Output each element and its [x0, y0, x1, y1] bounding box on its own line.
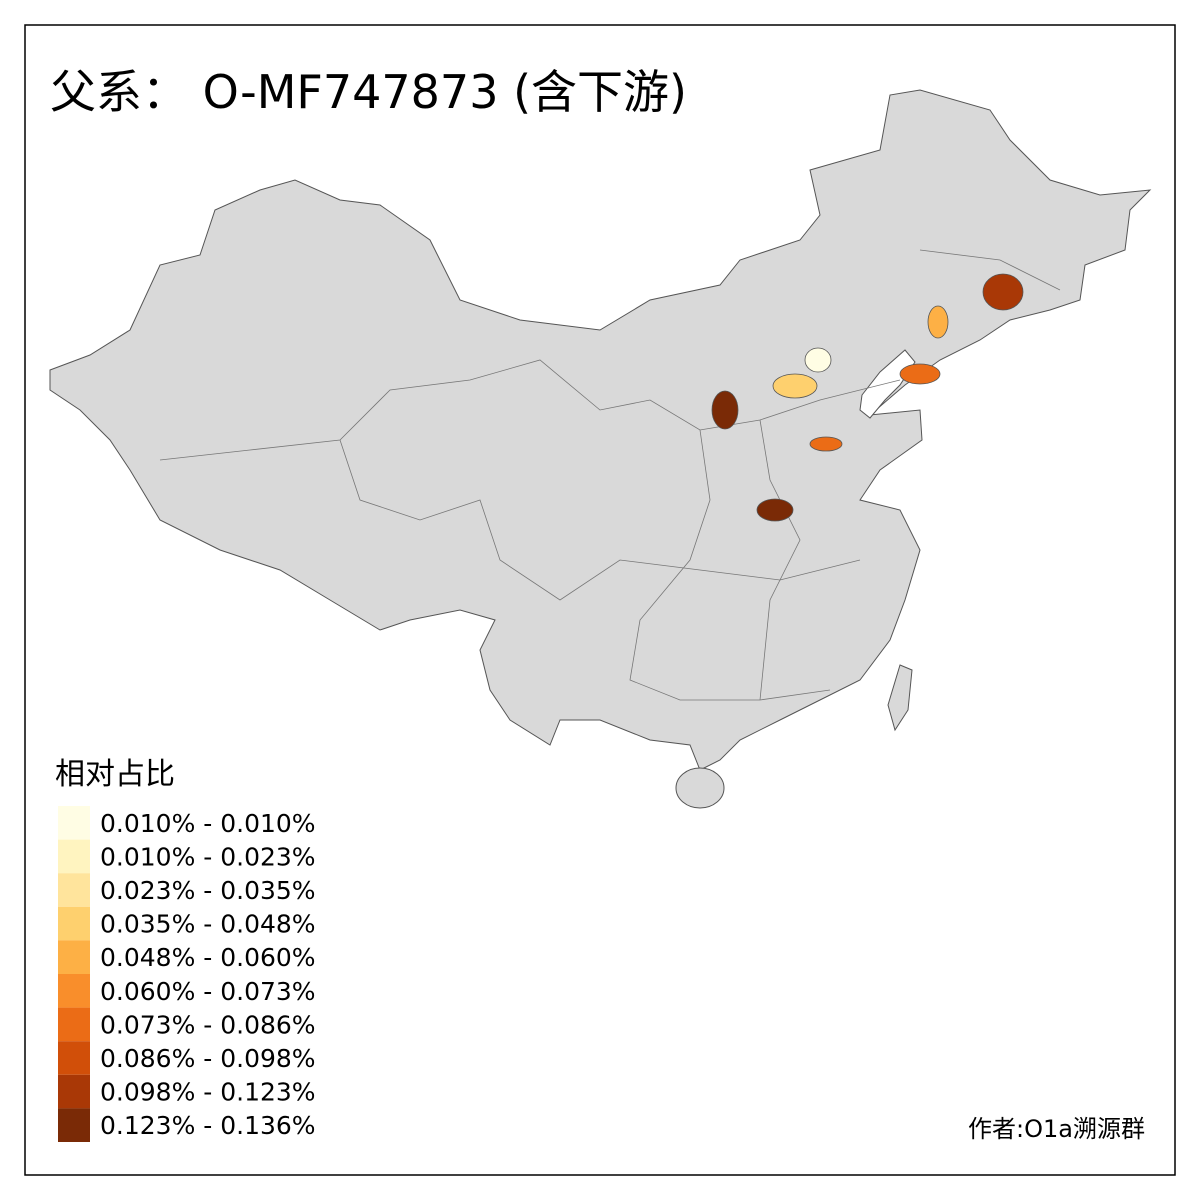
legend-label: 0.098% - 0.123% — [100, 1078, 316, 1107]
legend-label: 0.010% - 0.023% — [100, 842, 316, 871]
legend-swatch — [58, 1041, 90, 1075]
legend-swatch — [58, 1108, 90, 1142]
legend-swatch — [58, 906, 90, 941]
legend-swatch — [58, 1074, 90, 1109]
legend-label: 0.123% - 0.136% — [100, 1111, 316, 1140]
region — [809, 436, 843, 452]
map-title: 父系： O-MF747873 (含下游) — [50, 65, 687, 119]
bohai-sea — [859, 349, 916, 419]
credit: 作者:O1a溯源群 — [968, 1115, 1145, 1143]
legend-title: 相对占比 — [55, 757, 175, 792]
legend-label: 0.010% - 0.010% — [100, 809, 316, 838]
legend-swatch — [58, 839, 90, 874]
legend-label: 0.060% - 0.073% — [100, 977, 316, 1006]
legend: 0.010% - 0.010% 0.010% - 0.023% 0.023% - 0… — [58, 806, 316, 1142]
legend-label: 0.048% - 0.060% — [100, 943, 316, 972]
legend-label: 0.023% - 0.035% — [100, 876, 316, 905]
regions — [711, 273, 1024, 522]
country-outline — [49, 89, 1152, 771]
region — [772, 373, 818, 399]
region — [756, 498, 794, 522]
region — [804, 347, 832, 373]
legend-label: 0.073% - 0.086% — [100, 1010, 316, 1039]
region — [899, 363, 941, 385]
legend-label: 0.086% - 0.098% — [100, 1044, 316, 1073]
legend-swatch — [58, 1007, 90, 1042]
taiwan — [887, 664, 913, 732]
hainan — [675, 767, 725, 809]
region — [982, 273, 1024, 311]
legend-swatch — [58, 940, 90, 974]
legend-swatch — [58, 974, 90, 1008]
region — [927, 305, 949, 339]
legend-label: 0.035% - 0.048% — [100, 910, 316, 939]
region — [711, 390, 739, 430]
province-borders — [159, 249, 1061, 701]
legend-swatch — [58, 873, 90, 907]
legend-swatch — [58, 806, 90, 840]
